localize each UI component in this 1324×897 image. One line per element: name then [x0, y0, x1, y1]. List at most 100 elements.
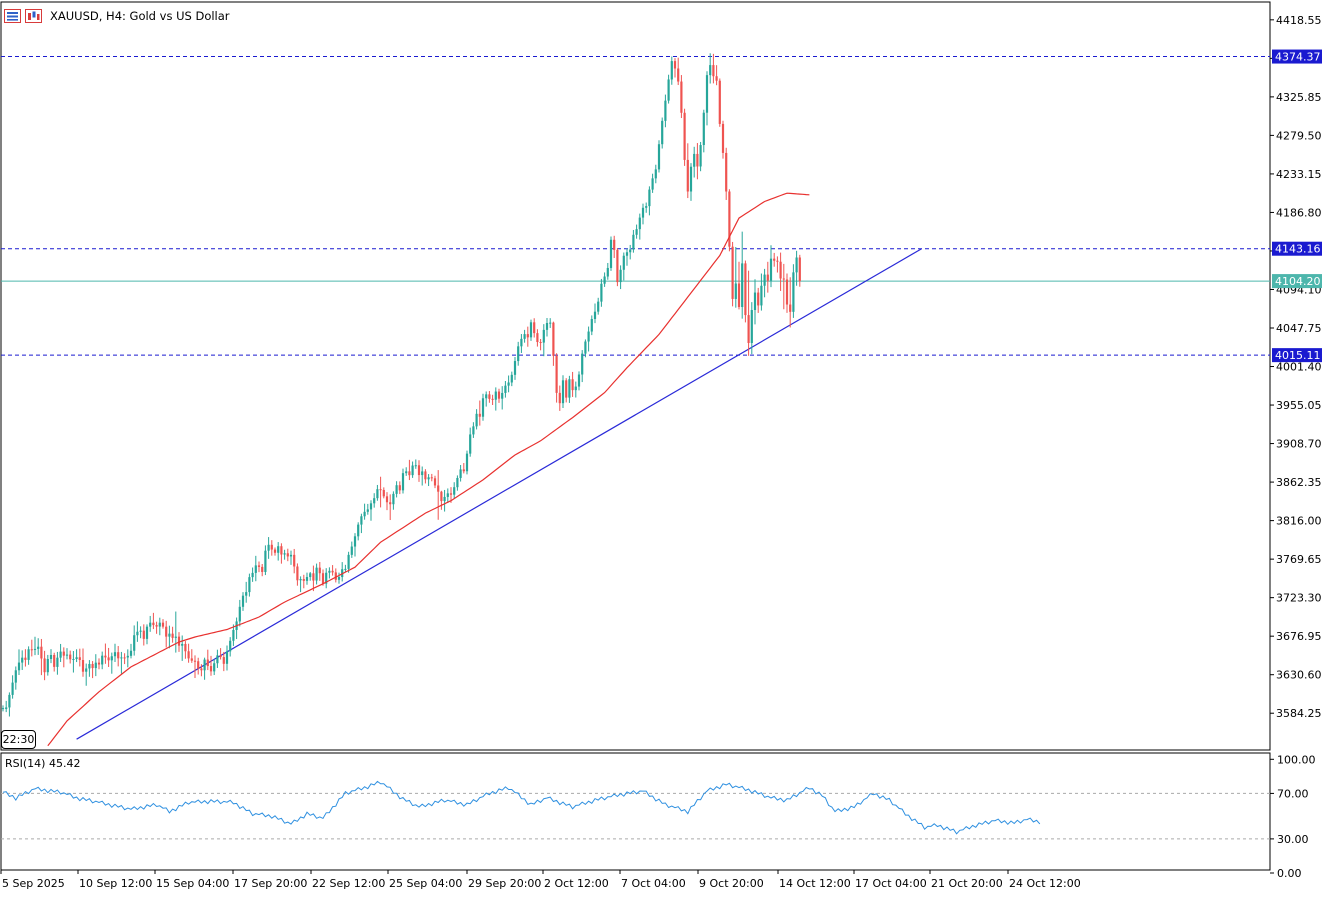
candle[interactable]: [510, 371, 513, 387]
candle[interactable]: [337, 572, 341, 584]
candle[interactable]: [430, 473, 433, 482]
candle[interactable]: [712, 53, 715, 84]
candle[interactable]: [689, 163, 693, 201]
candle[interactable]: [728, 189, 731, 252]
candle[interactable]: [136, 621, 139, 642]
candle[interactable]: [389, 494, 392, 521]
candle[interactable]: [232, 624, 235, 646]
candle[interactable]: [229, 637, 232, 657]
candle[interactable]: [88, 660, 91, 677]
candle[interactable]: [302, 574, 305, 589]
candle[interactable]: [533, 318, 536, 338]
candle[interactable]: [328, 567, 331, 579]
candle[interactable]: [648, 186, 651, 216]
candle[interactable]: [213, 659, 216, 676]
candle[interactable]: [171, 626, 174, 643]
candle[interactable]: [616, 248, 619, 287]
candle[interactable]: [11, 675, 14, 699]
candle[interactable]: [696, 143, 699, 180]
candle[interactable]: [261, 563, 264, 577]
candle[interactable]: [353, 533, 357, 557]
candle[interactable]: [571, 371, 574, 397]
candle[interactable]: [555, 353, 558, 403]
candle[interactable]: [120, 651, 123, 674]
candle[interactable]: [8, 692, 11, 717]
candle[interactable]: [117, 646, 120, 667]
candle[interactable]: [1, 705, 5, 712]
candle[interactable]: [693, 146, 696, 178]
candle[interactable]: [606, 262, 609, 280]
candle[interactable]: [702, 109, 705, 153]
candle[interactable]: [561, 375, 565, 408]
candle[interactable]: [424, 469, 427, 484]
candle[interactable]: [254, 555, 257, 582]
candle[interactable]: [590, 315, 593, 336]
candle[interactable]: [632, 229, 635, 253]
candle[interactable]: [152, 612, 155, 630]
candle[interactable]: [85, 663, 88, 686]
candle[interactable]: [625, 248, 629, 266]
candle[interactable]: [565, 378, 568, 403]
candle[interactable]: [158, 617, 161, 636]
candle[interactable]: [584, 339, 587, 358]
candle[interactable]: [513, 357, 517, 380]
candle[interactable]: [14, 666, 17, 690]
candle[interactable]: [155, 621, 158, 634]
candle[interactable]: [635, 224, 638, 239]
candle[interactable]: [779, 252, 782, 291]
candle[interactable]: [523, 329, 526, 343]
candle[interactable]: [529, 319, 533, 341]
candle[interactable]: [437, 470, 440, 520]
candle[interactable]: [379, 476, 382, 508]
candle[interactable]: [481, 393, 485, 421]
candle[interactable]: [773, 252, 776, 267]
candle[interactable]: [465, 450, 469, 475]
candle[interactable]: [545, 317, 549, 337]
candle[interactable]: [757, 287, 760, 313]
candle[interactable]: [376, 484, 379, 501]
candle[interactable]: [241, 592, 245, 611]
candle[interactable]: [347, 551, 350, 573]
candle[interactable]: [344, 564, 347, 573]
candle[interactable]: [603, 272, 606, 287]
candle[interactable]: [664, 94, 667, 128]
candle[interactable]: [398, 481, 401, 495]
chart-bars-icon[interactable]: [4, 9, 21, 23]
candle[interactable]: [417, 460, 421, 482]
candle[interactable]: [369, 500, 373, 521]
candle[interactable]: [293, 548, 296, 574]
candle[interactable]: [203, 657, 206, 680]
candle[interactable]: [49, 649, 53, 664]
candle[interactable]: [75, 649, 78, 663]
candle[interactable]: [581, 350, 584, 383]
candle[interactable]: [216, 649, 219, 668]
candle[interactable]: [741, 231, 744, 319]
candle[interactable]: [193, 655, 197, 678]
candle[interactable]: [299, 576, 302, 593]
candle[interactable]: [753, 279, 757, 325]
candle[interactable]: [597, 297, 600, 315]
candle[interactable]: [798, 254, 801, 287]
candle[interactable]: [289, 550, 293, 565]
candle[interactable]: [17, 649, 21, 675]
candle[interactable]: [792, 264, 795, 318]
candle[interactable]: [373, 493, 376, 508]
candle[interactable]: [750, 302, 753, 355]
candle[interactable]: [609, 236, 613, 271]
candle[interactable]: [65, 648, 69, 660]
candle[interactable]: [542, 324, 545, 357]
candle[interactable]: [411, 461, 414, 478]
candle[interactable]: [536, 329, 539, 347]
candle[interactable]: [312, 565, 315, 592]
candle[interactable]: [69, 650, 72, 664]
candle[interactable]: [91, 661, 94, 679]
candle[interactable]: [46, 654, 49, 676]
candle[interactable]: [30, 639, 33, 657]
candle[interactable]: [248, 573, 251, 597]
candle[interactable]: [286, 548, 289, 562]
candle[interactable]: [280, 543, 283, 564]
candle[interactable]: [366, 503, 369, 515]
candle[interactable]: [181, 635, 184, 661]
